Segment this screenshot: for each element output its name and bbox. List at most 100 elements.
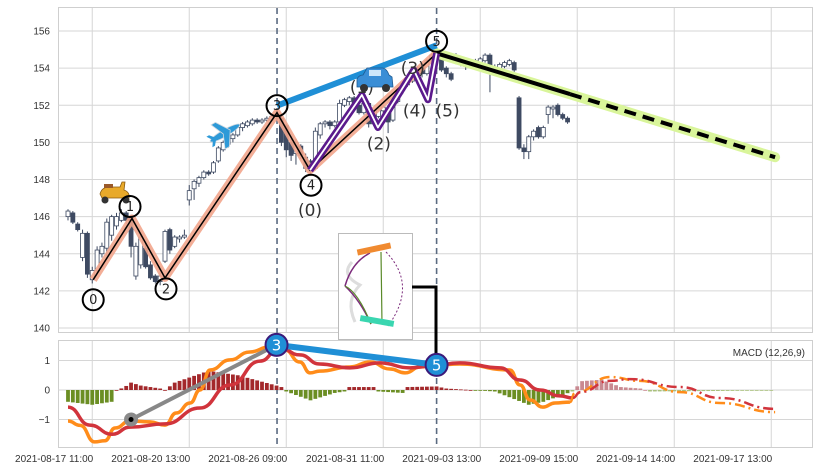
macd-histogram-bar	[192, 375, 196, 390]
wave-path	[92, 52, 438, 281]
scooter-seat	[104, 184, 113, 188]
macd-series: 35	[66, 332, 776, 444]
macd-histogram-bar	[129, 382, 133, 390]
y-tick-label: 152	[33, 101, 50, 112]
macd-histogram-bar	[197, 374, 201, 390]
macd-histogram-bar	[366, 387, 371, 390]
candle-down	[560, 114, 566, 119]
candle-down	[85, 232, 90, 275]
candle-up	[545, 106, 551, 115]
macd-histogram-bar	[434, 386, 439, 390]
candle-down	[206, 171, 212, 175]
macd-histogram-bar	[328, 390, 332, 395]
macd-histogram-bar	[716, 390, 720, 391]
wave-point-label: 4	[307, 179, 315, 194]
inset-dotted-leg	[385, 251, 403, 327]
macd-histogram-bar	[381, 390, 386, 392]
candle-down	[254, 119, 260, 123]
macd-histogram-bar	[425, 386, 429, 390]
candle-up	[482, 54, 488, 62]
macd-histogram-bar	[337, 390, 342, 393]
harmonic-pattern-inset	[338, 233, 413, 340]
macd-histogram-bar	[66, 390, 70, 402]
macd-wave-marker	[424, 352, 449, 377]
macd-histogram-bar	[260, 381, 264, 390]
candle-down	[565, 117, 570, 123]
macd-histogram-bar	[536, 390, 541, 403]
candle-up	[531, 130, 536, 138]
macd-wave-marker	[264, 332, 289, 357]
macd-histogram-bar	[294, 390, 298, 396]
macd-histogram-bar	[289, 390, 293, 394]
macd-histogram-bar	[405, 387, 410, 390]
x-tick-label: 2021-09-14 14:00	[596, 454, 675, 465]
car-icon	[356, 67, 394, 92]
macd-histogram-bar	[749, 390, 754, 391]
macd-histogram-bar	[672, 390, 677, 392]
candle-down	[75, 223, 81, 231]
macd-histogram-bar	[420, 386, 424, 390]
y-tick-label: 140	[33, 324, 50, 335]
subwave-label: (2)	[367, 135, 391, 155]
macd-histogram-bar	[429, 386, 434, 390]
macd-histogram-bar	[163, 390, 167, 391]
macd-histogram-bar	[686, 390, 691, 392]
scooter-wheel	[101, 196, 109, 204]
macd-anchor-dot	[128, 417, 134, 422]
macd-anchor-line	[130, 343, 278, 422]
x-tick-label: 2021-08-31 11:00	[306, 454, 385, 465]
macd-histogram-bar	[764, 390, 769, 391]
macd-histogram-bar	[143, 386, 148, 390]
candle-down	[555, 104, 561, 115]
macd-histogram-bar	[483, 390, 487, 391]
macd-histogram-bar	[541, 390, 546, 402]
macd-histogram-bar	[255, 380, 260, 390]
macd-histogram-bar	[177, 380, 182, 390]
wave-point-label: 2	[162, 282, 170, 297]
macd-y-tick-label: 0	[44, 386, 50, 397]
macd-histogram-bar	[730, 390, 735, 391]
candle-up	[540, 127, 546, 138]
macd-histogram-bar	[240, 376, 245, 390]
macd-histogram-bar	[332, 390, 337, 393]
macd-histogram-bar	[85, 390, 90, 405]
macd-histogram-bar	[153, 387, 158, 390]
macd-histogram-bar	[720, 390, 725, 391]
macd-histogram-bar	[745, 390, 749, 391]
macd-histogram-bar	[70, 390, 75, 403]
candle-up	[317, 123, 323, 136]
macd-histogram-bar	[677, 390, 681, 392]
candle-down	[516, 97, 522, 149]
y-tick-label: 144	[33, 249, 50, 260]
macd-histogram-bar	[696, 390, 701, 392]
candle-down	[448, 73, 454, 80]
subwave-label: (3)	[401, 59, 425, 79]
candle-up	[109, 216, 115, 236]
candle-down	[443, 67, 449, 75]
macd-histogram-bar	[604, 381, 609, 390]
candle-up	[177, 236, 182, 240]
macd-histogram-bar	[395, 390, 400, 393]
candle-up	[186, 190, 192, 201]
macd-histogram-bar	[633, 388, 638, 390]
y-tick-label: 148	[33, 175, 50, 186]
macd-histogram-bar	[740, 390, 745, 391]
macd-histogram-bar	[124, 385, 129, 390]
macd-histogram-bar	[701, 390, 706, 392]
candle-up	[526, 136, 532, 153]
macd-histogram-bar	[575, 386, 580, 390]
macd-histogram-bar	[585, 380, 589, 390]
macd-histogram-bar	[347, 387, 352, 390]
macd-histogram-bar	[231, 374, 235, 390]
macd-histogram-bar	[502, 390, 507, 396]
x-tick-label: 2021-09-03 13:00	[402, 454, 481, 465]
airplane-icon	[206, 121, 241, 150]
signal-line	[67, 346, 573, 437]
macd-histogram-bar	[478, 390, 483, 391]
macd-histogram-bar	[323, 390, 327, 396]
candle-up	[162, 231, 168, 262]
macd-histogram-bar	[706, 390, 711, 392]
macd-histogram-bar	[449, 388, 454, 390]
